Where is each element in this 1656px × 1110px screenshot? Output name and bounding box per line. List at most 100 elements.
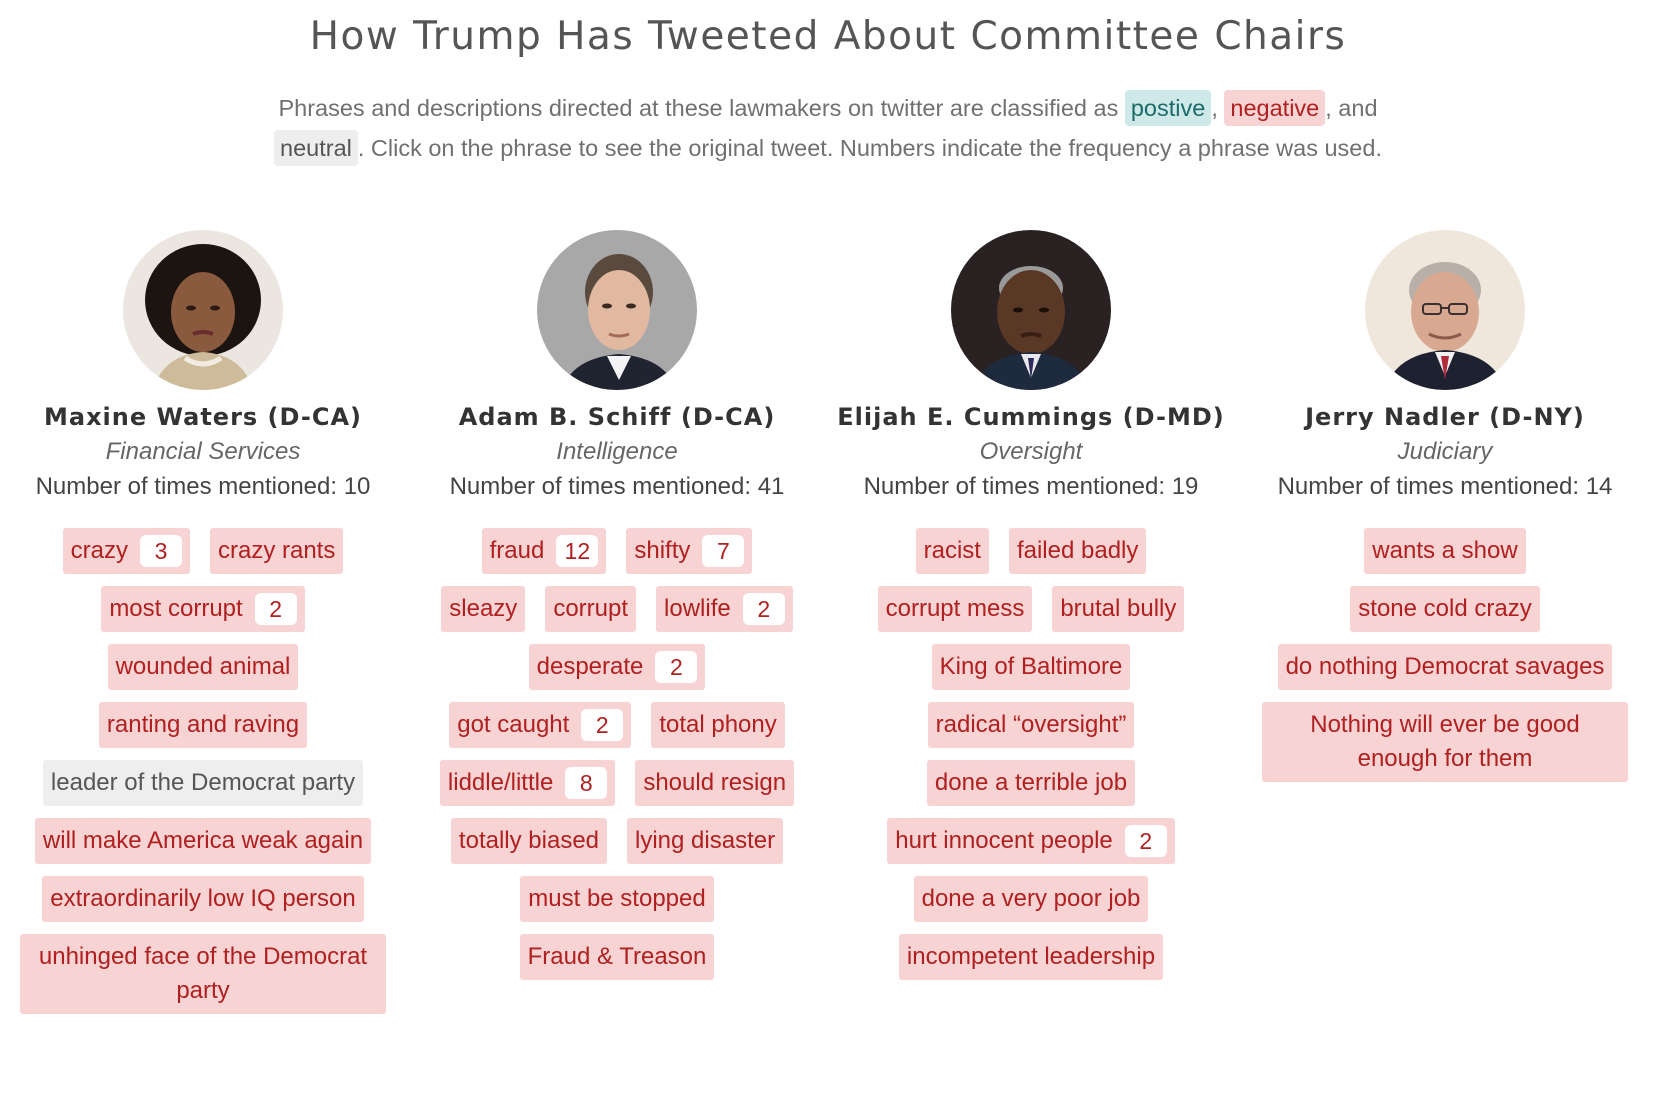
phrase-row: most corrupt 2 bbox=[101, 586, 305, 632]
phrase-text: extraordinarily low IQ person bbox=[50, 885, 356, 912]
phrase-chip[interactable]: extraordinarily low IQ person bbox=[42, 876, 364, 922]
phrase-list: fraud 12 shifty 7 sleazy corrupt lowlife 2 … bbox=[422, 528, 812, 992]
frequency-badge: 7 bbox=[702, 535, 745, 567]
phrase-chip[interactable]: got caught 2 bbox=[449, 702, 632, 748]
phrase-chip[interactable]: sleazy bbox=[441, 586, 526, 632]
mention-count: Number of times mentioned: 41 bbox=[449, 473, 785, 500]
portrait-nadler bbox=[1365, 230, 1525, 390]
phrase-text: hurt innocent people bbox=[895, 827, 1113, 854]
phrase-chip[interactable]: should resign bbox=[635, 760, 795, 806]
phrase-row: fraud 12 shifty 7 bbox=[481, 528, 753, 574]
phrase-row: got caught 2 total phony bbox=[449, 702, 785, 748]
phrase-text: ranting and raving bbox=[106, 711, 300, 738]
phrase-chip[interactable]: stone cold crazy bbox=[1350, 586, 1540, 632]
phrase-chip[interactable]: done a terrible job bbox=[926, 760, 1136, 806]
intro-text-3: . Click on the phrase to see the origina… bbox=[357, 135, 1382, 161]
phrase-row: wants a show bbox=[1364, 528, 1526, 574]
phrase-text: corrupt mess bbox=[885, 595, 1025, 622]
phrase-chip[interactable]: shifty 7 bbox=[626, 528, 753, 574]
phrase-text: Nothing will ever be good enough for the… bbox=[1310, 711, 1580, 772]
phrase-chip[interactable]: will make America weak again bbox=[34, 818, 372, 864]
phrase-text: leader of the Democrat party bbox=[50, 769, 356, 796]
committee-name: Oversight bbox=[979, 438, 1083, 465]
phrase-text: stone cold crazy bbox=[1358, 595, 1532, 622]
phrase-chip[interactable]: desperate 2 bbox=[528, 644, 706, 690]
phrase-chip[interactable]: total phony bbox=[651, 702, 785, 748]
phrase-text: totally biased bbox=[458, 827, 600, 854]
phrase-chip[interactable]: wants a show bbox=[1364, 528, 1526, 574]
phrase-text: lowlife bbox=[664, 595, 731, 622]
phrase-chip[interactable]: must be stopped bbox=[520, 876, 714, 922]
phrase-row: ranting and raving bbox=[98, 702, 308, 748]
phrase-row: corrupt mess brutal bully bbox=[877, 586, 1185, 632]
phrase-text: desperate bbox=[536, 653, 644, 680]
phrase-chip[interactable]: crazy 3 bbox=[62, 528, 190, 574]
phrase-row: crazy 3 crazy rants bbox=[62, 528, 344, 574]
chair-column-cummings: Elijah E. Cummings (D-MD) Oversight Numb… bbox=[836, 230, 1226, 992]
intro-text-1: Phrases and descriptions directed at the… bbox=[278, 95, 1125, 121]
portrait-schiff bbox=[537, 230, 697, 390]
frequency-badge: 2 bbox=[581, 709, 624, 741]
phrase-text: wants a show bbox=[1372, 537, 1518, 564]
committee-name: Intelligence bbox=[556, 438, 678, 465]
phrase-text: most corrupt bbox=[109, 595, 243, 622]
chair-name: Elijah E. Cummings (D-MD) bbox=[837, 403, 1225, 431]
phrase-chip-neutral[interactable]: leader of the Democrat party bbox=[42, 760, 364, 806]
phrase-text: unhinged face of the Democrat party bbox=[38, 943, 368, 1004]
phrase-chip[interactable]: ranting and raving bbox=[98, 702, 308, 748]
chair-name: Maxine Waters (D-CA) bbox=[44, 403, 362, 431]
phrase-chip[interactable]: corrupt mess bbox=[877, 586, 1033, 632]
phrase-chip[interactable]: crazy rants bbox=[209, 528, 344, 574]
phrase-chip[interactable]: lying disaster bbox=[627, 818, 784, 864]
phrase-text: sleazy bbox=[449, 595, 518, 622]
intro-text-2: , and bbox=[1325, 95, 1378, 121]
phrase-list: wants a show stone cold crazy do nothing… bbox=[1250, 528, 1640, 794]
phrase-text: crazy bbox=[70, 537, 128, 564]
phrase-text: do nothing Democrat savages bbox=[1285, 653, 1605, 680]
phrase-text: failed badly bbox=[1016, 537, 1139, 564]
legend-negative: negative bbox=[1224, 90, 1326, 126]
phrase-text: fraud bbox=[489, 537, 545, 564]
phrase-chip[interactable]: radical “oversight” bbox=[927, 702, 1135, 748]
intro-sep: , bbox=[1211, 95, 1225, 121]
phrase-list: racist failed badly corrupt mess brutal … bbox=[836, 528, 1226, 992]
phrase-chip[interactable]: do nothing Democrat savages bbox=[1277, 644, 1613, 690]
phrase-chip[interactable]: lowlife 2 bbox=[656, 586, 793, 632]
phrase-chip[interactable]: brutal bully bbox=[1052, 586, 1185, 632]
portrait-waters bbox=[123, 230, 283, 390]
phrase-chip[interactable]: fraud 12 bbox=[481, 528, 607, 574]
phrase-chip[interactable]: racist bbox=[915, 528, 989, 574]
phrase-row: unhinged face of the Democrat party bbox=[20, 934, 386, 1014]
phrase-chip[interactable]: King of Baltimore bbox=[931, 644, 1131, 690]
phrase-chip[interactable]: incompetent leadership bbox=[898, 934, 1164, 980]
phrase-text: done a very poor job bbox=[921, 885, 1141, 912]
phrase-chip[interactable]: done a very poor job bbox=[913, 876, 1149, 922]
phrase-chip[interactable]: Fraud & Treason bbox=[519, 934, 715, 980]
phrase-chip[interactable]: most corrupt 2 bbox=[101, 586, 305, 632]
phrase-text: lying disaster bbox=[635, 827, 776, 854]
mention-count: Number of times mentioned: 14 bbox=[1277, 473, 1613, 500]
phrase-chip[interactable]: hurt innocent people 2 bbox=[887, 818, 1175, 864]
frequency-badge: 2 bbox=[1124, 825, 1167, 857]
frequency-badge: 8 bbox=[565, 767, 608, 799]
phrase-text: shifty bbox=[634, 537, 691, 564]
phrase-list: crazy 3 crazy rants most corrupt 2 wounded… bbox=[8, 528, 398, 1026]
phrase-text: liddle/little bbox=[447, 769, 554, 796]
phrase-row: desperate 2 bbox=[528, 644, 706, 690]
phrase-chip[interactable]: liddle/little 8 bbox=[439, 760, 616, 806]
phrase-chip[interactable]: unhinged face of the Democrat party bbox=[20, 934, 386, 1014]
phrase-chip[interactable]: wounded animal bbox=[107, 644, 299, 690]
phrase-row: radical “oversight” bbox=[927, 702, 1135, 748]
phrase-row: King of Baltimore bbox=[931, 644, 1131, 690]
phrase-row: stone cold crazy bbox=[1350, 586, 1540, 632]
phrase-chip[interactable]: Nothing will ever be good enough for the… bbox=[1262, 702, 1628, 782]
phrase-row: racist failed badly bbox=[915, 528, 1147, 574]
phrase-chip[interactable]: totally biased bbox=[450, 818, 608, 864]
phrase-text: total phony bbox=[659, 711, 777, 738]
phrase-text: King of Baltimore bbox=[939, 653, 1123, 680]
phrase-chip[interactable]: corrupt bbox=[545, 586, 637, 632]
legend-positive: postive bbox=[1124, 90, 1212, 126]
phrase-row: totally biased lying disaster bbox=[450, 818, 784, 864]
phrase-chip[interactable]: failed badly bbox=[1008, 528, 1147, 574]
phrase-text: got caught bbox=[457, 711, 570, 738]
